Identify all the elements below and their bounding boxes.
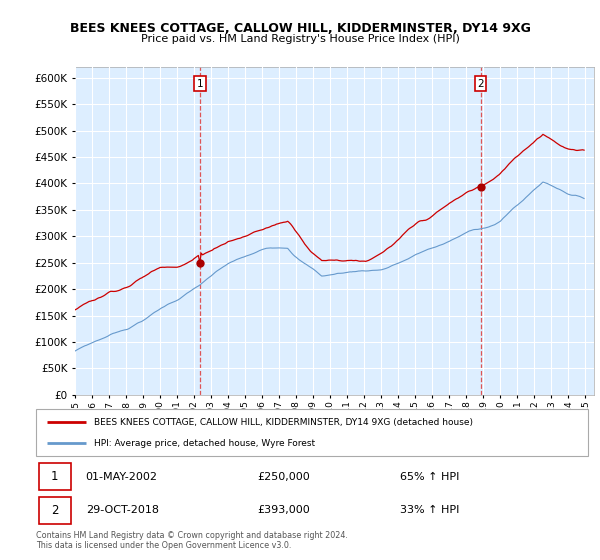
Text: 2: 2 [51,503,59,517]
Text: 1: 1 [51,470,59,483]
FancyBboxPatch shape [36,409,588,456]
Text: HPI: Average price, detached house, Wyre Forest: HPI: Average price, detached house, Wyre… [94,438,315,447]
Text: BEES KNEES COTTAGE, CALLOW HILL, KIDDERMINSTER, DY14 9XG: BEES KNEES COTTAGE, CALLOW HILL, KIDDERM… [70,22,530,35]
Text: Contains HM Land Registry data © Crown copyright and database right 2024.
This d: Contains HM Land Registry data © Crown c… [36,531,348,550]
Text: BEES KNEES COTTAGE, CALLOW HILL, KIDDERMINSTER, DY14 9XG (detached house): BEES KNEES COTTAGE, CALLOW HILL, KIDDERM… [94,418,473,427]
Text: 33% ↑ HPI: 33% ↑ HPI [400,505,460,515]
Text: 2: 2 [477,78,484,88]
Text: Price paid vs. HM Land Registry's House Price Index (HPI): Price paid vs. HM Land Registry's House … [140,34,460,44]
Text: £393,000: £393,000 [257,505,310,515]
Text: 29-OCT-2018: 29-OCT-2018 [86,505,158,515]
FancyBboxPatch shape [39,463,71,490]
Text: 01-MAY-2002: 01-MAY-2002 [86,472,158,482]
Text: 1: 1 [197,78,204,88]
Text: 65% ↑ HPI: 65% ↑ HPI [400,472,460,482]
FancyBboxPatch shape [39,497,71,524]
Text: £250,000: £250,000 [257,472,310,482]
